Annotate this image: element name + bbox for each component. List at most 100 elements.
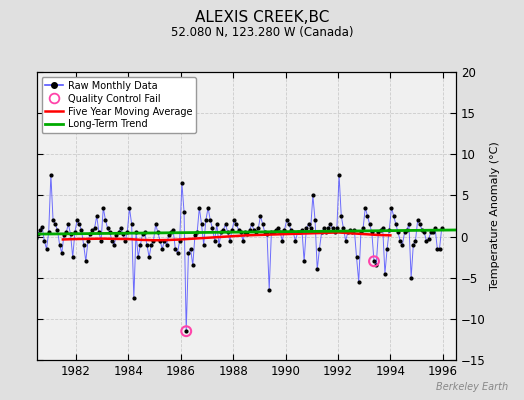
Point (237, 229, 245, 236)
Point (422, 238, 431, 244)
Point (151, 221, 160, 228)
Point (372, 262, 380, 268)
Point (411, 238, 420, 244)
Point (289, 229, 298, 236)
Point (187, 246, 195, 252)
Point (208, 225, 216, 232)
Point (337, 213, 345, 219)
Point (285, 221, 293, 228)
Point (230, 217, 238, 223)
Point (247, 221, 256, 228)
Point (84, 238, 92, 244)
Point (88, 227, 96, 233)
Point (23, 221, 31, 228)
Point (121, 238, 129, 244)
Point (357, 229, 365, 236)
Point (34, 231, 42, 237)
Point (156, 238, 164, 244)
Point (298, 227, 306, 233)
Point (276, 229, 285, 236)
Point (293, 229, 302, 236)
Point (86, 231, 94, 237)
Point (418, 227, 426, 233)
Point (162, 242, 171, 248)
Point (271, 227, 280, 233)
Point (269, 229, 278, 236)
Point (398, 242, 407, 248)
Point (263, 231, 271, 237)
Point (355, 279, 363, 285)
Point (132, 229, 140, 236)
Point (56, 242, 64, 248)
Point (265, 287, 274, 293)
Point (280, 227, 289, 233)
Point (394, 229, 402, 236)
Point (389, 213, 398, 219)
Point (352, 254, 361, 260)
Point (75, 221, 83, 228)
Point (245, 227, 254, 233)
Point (326, 221, 334, 228)
Point (99, 204, 107, 211)
Point (361, 204, 369, 211)
Point (383, 246, 391, 252)
Point (258, 221, 267, 228)
Point (381, 270, 389, 277)
Point (346, 227, 354, 233)
Point (77, 227, 85, 233)
Point (119, 231, 127, 237)
Point (184, 250, 193, 256)
Point (324, 225, 332, 232)
Point (387, 204, 396, 211)
Point (202, 217, 210, 223)
Point (36, 227, 44, 233)
Text: Berkeley Earth: Berkeley Earth (436, 382, 508, 392)
Point (53, 227, 62, 233)
Point (165, 232, 173, 238)
Point (315, 246, 324, 252)
Point (435, 246, 444, 252)
Point (217, 229, 225, 236)
Legend: Raw Monthly Data, Quality Control Fail, Five Year Moving Average, Long-Term Tren: Raw Monthly Data, Quality Control Fail, … (41, 77, 196, 133)
Point (136, 242, 145, 248)
Point (138, 231, 147, 237)
Point (322, 229, 330, 236)
Point (173, 250, 182, 256)
Point (29, 229, 38, 236)
Point (49, 217, 57, 223)
Point (215, 242, 223, 248)
Point (149, 238, 158, 244)
Point (224, 229, 232, 236)
Point (193, 229, 201, 236)
Point (198, 221, 206, 228)
Point (101, 217, 110, 223)
Point (256, 213, 265, 219)
Point (211, 238, 219, 244)
Point (405, 221, 413, 228)
Point (320, 225, 328, 232)
Point (307, 225, 315, 232)
Point (127, 221, 136, 228)
Point (38, 224, 46, 230)
Text: 52.080 N, 123.280 W (Canada): 52.080 N, 123.280 W (Canada) (171, 26, 353, 39)
Point (250, 227, 258, 233)
Point (112, 232, 121, 238)
Point (241, 229, 249, 236)
Point (313, 266, 321, 273)
Point (274, 225, 282, 232)
Point (331, 229, 339, 236)
Point (296, 229, 304, 236)
Point (60, 232, 68, 238)
Point (433, 246, 442, 252)
Point (195, 204, 203, 211)
Point (416, 221, 424, 228)
Point (143, 242, 151, 248)
Point (402, 227, 411, 233)
Point (342, 238, 350, 244)
Point (339, 225, 347, 232)
Point (374, 229, 383, 236)
Point (169, 227, 177, 233)
Point (431, 225, 439, 232)
Point (20, 227, 29, 233)
Point (51, 221, 59, 228)
